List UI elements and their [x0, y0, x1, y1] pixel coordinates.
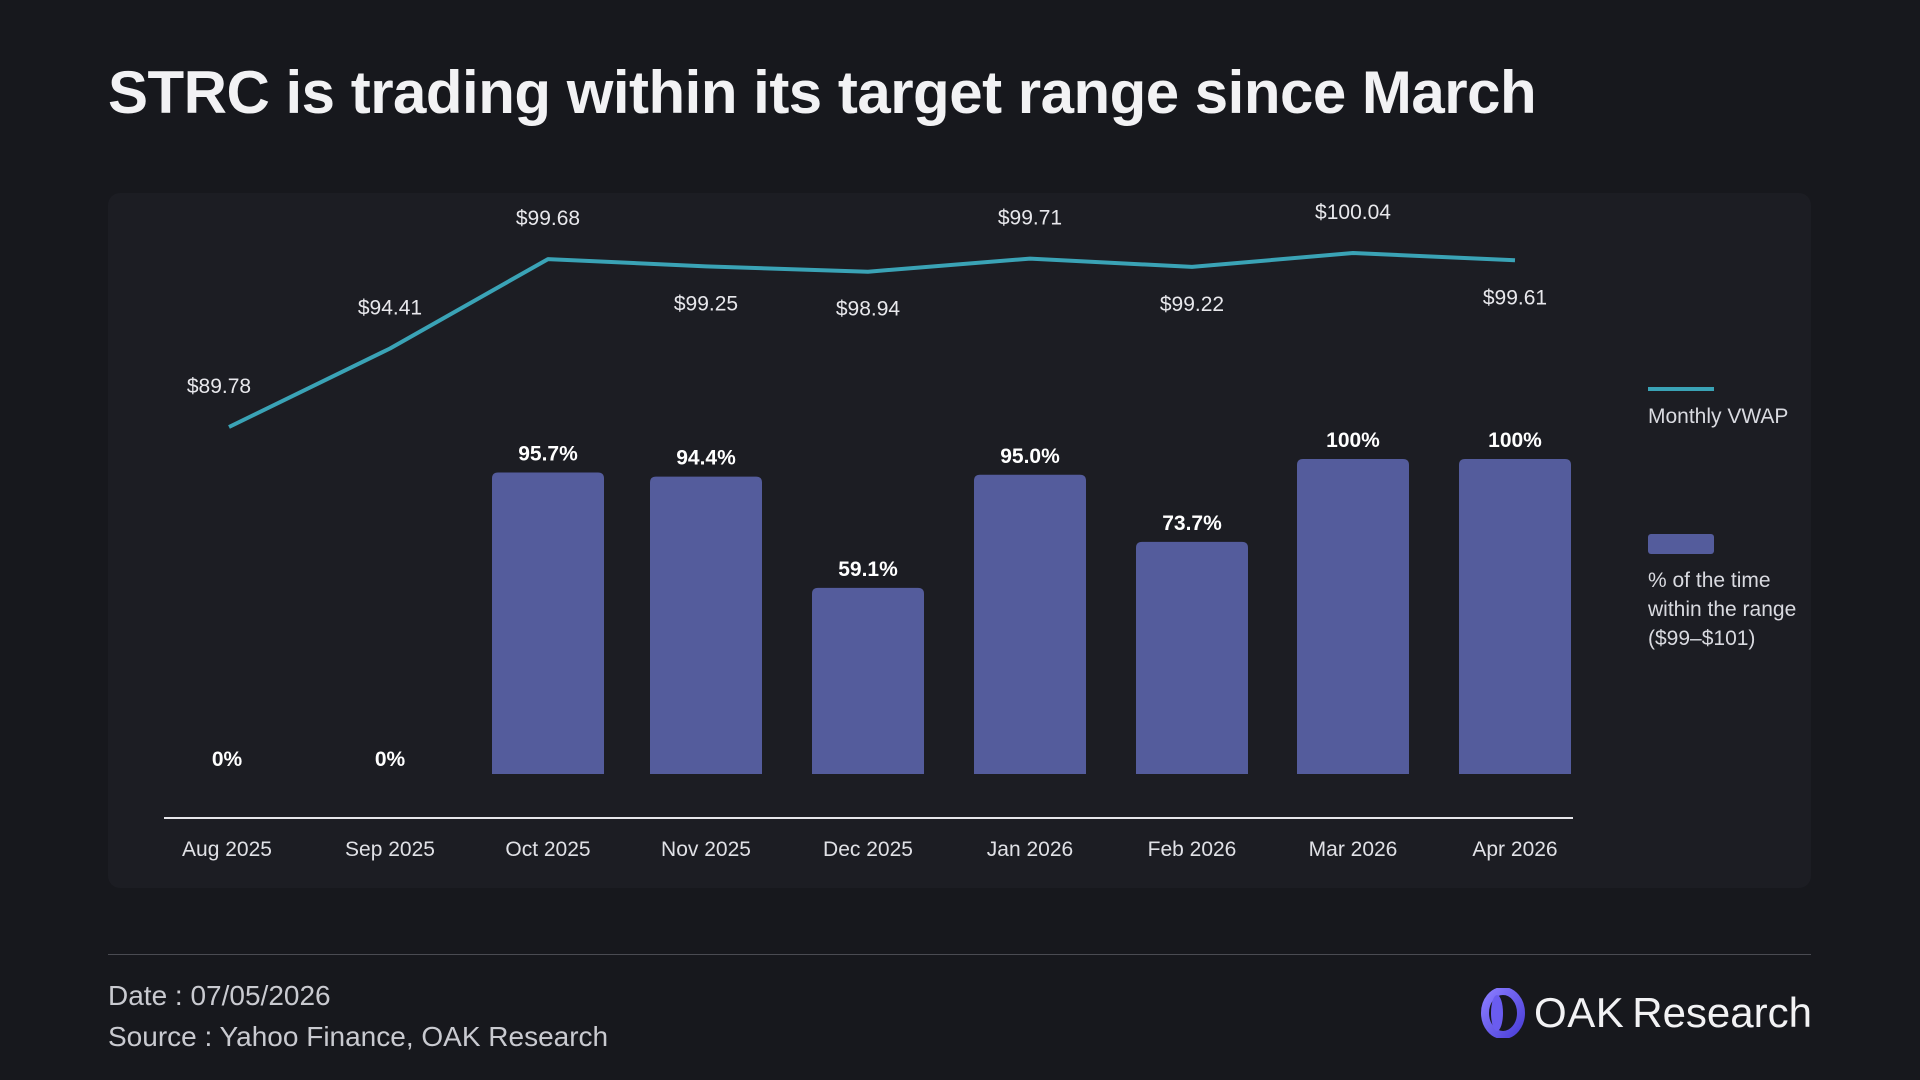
bar-label-4: 59.1% [838, 558, 898, 581]
brand-name-strong: OAK [1534, 989, 1625, 1036]
bar-label-2: 95.7% [518, 443, 578, 466]
bar-label-0: 0% [212, 748, 243, 771]
brand-logo: OAK Research [1480, 987, 1812, 1039]
footer-divider [108, 954, 1811, 955]
chart-panel: 0% 0% 95.7% 94.4% 59.1% 95.0% 73.7% 100% 100% Au… [108, 193, 1811, 888]
chart-svg: 0% 0% 95.7% 94.4% 59.1% 95.0% 73.7% 100% 100% Au… [164, 201, 1573, 861]
legend-bar-label: % of the time within the range ($99–$101… [1648, 569, 1797, 650]
legend-line-swatch [1648, 387, 1714, 391]
bars-group [492, 459, 1571, 774]
vwap-label-6: $99.22 [1160, 293, 1224, 316]
x-tick-label-4: Dec 2025 [823, 838, 913, 861]
ticks-group: Aug 2025 Sep 2025 Oct 2025 Nov 2025 Dec 2025… [182, 838, 1558, 861]
bar-6 [1136, 541, 1248, 774]
footer-date: Date : 07/05/2026 [108, 980, 331, 1011]
oak-logo-icon [1480, 987, 1526, 1039]
vwap-label-3: $99.25 [674, 292, 738, 315]
bar-labels-group: 0% 0% 95.7% 94.4% 59.1% 95.0% 73.7% 100% 100% [212, 429, 1542, 771]
bar-label-7: 100% [1326, 429, 1380, 452]
bar-label-1: 0% [375, 748, 406, 771]
footer-source: Source : Yahoo Finance, OAK Research [108, 1021, 609, 1052]
legend-line-label: Monthly VWAP [1648, 405, 1789, 428]
x-tick-label-2: Oct 2025 [505, 838, 590, 861]
x-tick-label-0: Aug 2025 [182, 838, 272, 861]
vwap-label-4: $98.94 [836, 298, 901, 321]
vwap-label-0: $89.78 [187, 375, 251, 398]
x-tick-label-5: Jan 2026 [987, 838, 1073, 861]
x-tick-label-7: Mar 2026 [1309, 838, 1398, 861]
bar-3 [650, 476, 762, 774]
x-tick-label-6: Feb 2026 [1148, 838, 1237, 861]
page-title: STRC is trading within its target range … [108, 59, 1537, 126]
x-tick-label-1: Sep 2025 [345, 838, 435, 861]
x-tick-label-8: Apr 2026 [1472, 838, 1557, 861]
bar-8 [1459, 459, 1571, 774]
bar-5 [974, 474, 1086, 774]
bar-4 [812, 587, 924, 774]
bar-2 [492, 472, 604, 774]
x-tick-label-3: Nov 2025 [661, 838, 751, 861]
vwap-line [228, 251, 1516, 429]
vwap-label-8: $99.61 [1483, 286, 1547, 309]
vwap-label-2: $99.68 [516, 207, 580, 230]
bar-label-8: 100% [1488, 429, 1542, 452]
vwap-label-7: $100.04 [1315, 201, 1391, 224]
bar-label-3: 94.4% [676, 447, 736, 470]
brand-name-light: Research [1632, 989, 1812, 1036]
bar-7 [1297, 459, 1409, 774]
vwap-label-5: $99.71 [998, 207, 1062, 230]
bar-label-5: 95.0% [1000, 445, 1060, 468]
bar-label-6: 73.7% [1162, 512, 1222, 535]
price-labels-group: $89.78 $94.41 $99.68 $99.25 $98.94 $99.71 $99.… [187, 201, 1547, 428]
vwap-label-1: $94.41 [358, 296, 422, 319]
legend-bar-swatch [1648, 534, 1714, 554]
